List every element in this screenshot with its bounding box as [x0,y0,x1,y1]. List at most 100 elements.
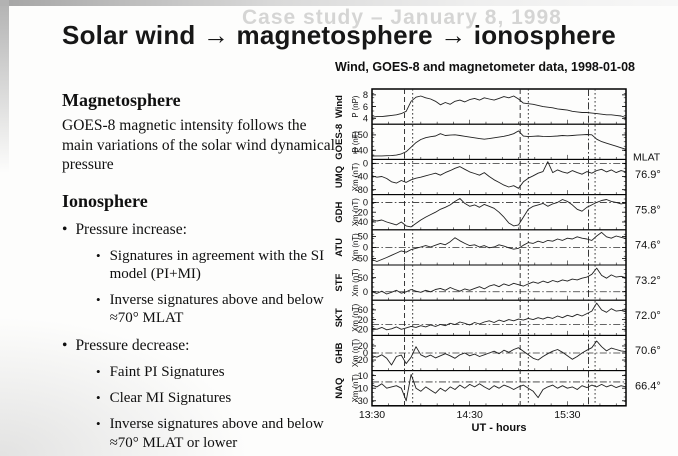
magnetosphere-body: GOES-8 magnetic intensity follows the ma… [62,117,335,174]
y-tick-label: 0 [363,348,368,358]
x-tick-label: 14:30 [457,409,483,421]
y-tick-label: -20 [355,325,368,335]
scan-artifact-left [0,0,9,174]
x-tick-label: 13:30 [359,409,385,421]
unit-label: B (nT) [351,131,360,153]
y-tick-label: 4 [363,114,368,124]
y-tick-label: 10 [358,371,368,381]
unit-label: Xm (nT) [351,198,360,227]
y-tick-label: -80 [355,185,368,195]
y-tick-label: 6 [363,102,368,112]
station-label: UMQ [334,166,345,188]
slide-title: Solar wind → magnetosphere → ionosphere [62,20,616,50]
bullet-label: Pressure decrease: [75,336,190,354]
trace-SKT [371,302,627,331]
unit-label: Xm (nT) [351,374,360,403]
trace-GOES-8 [371,130,627,157]
station-label: GOES-8 [334,124,345,160]
y-tick-label: 0 [363,159,368,169]
left-text-panel: Magnetosphere GOES-8 magnetic intensity … [62,90,338,452]
unit-label: Xm (nT) [351,163,360,192]
panel-STF: 50 0 STF Xm (nT) 73.2° [334,264,661,301]
sub-bullet-label: Inverse signatures above and below ≈70° … [109,416,324,451]
sub-bullet-label: Clear MI Signatures [109,390,232,407]
y-tick-label: -40 [355,217,368,227]
mlat-value: 70.6° [635,345,661,357]
y-tick-label: 50 [358,273,368,283]
y-tick-label: 20 [358,315,368,325]
y-tick-label: 0 [363,198,368,208]
unit-label: P (nP) [351,95,360,117]
sub-bullet: Signatures in agreement with the SI mode… [96,247,338,284]
unit-label: Xm (nT) [351,339,360,368]
station-label: GDH [334,202,345,223]
magnetosphere-heading: Magnetosphere [62,90,181,110]
mlat-value: 72.0° [635,310,661,322]
station-label: SKT [334,308,345,327]
y-tick-label: 8 [363,90,368,100]
y-tick-label: 150 [352,130,368,140]
y-tick-label: -20 [355,207,368,217]
trace-GDH [371,198,627,228]
y-tick-label: 20 [358,341,368,351]
y-tick-label: 0 [363,287,368,297]
panel-GDH: 0-20-40 GDH Xm (nT) 75.8° [334,194,661,231]
trace-Wind [371,95,627,119]
y-tick-label: 60 [358,305,368,315]
sub-bullet: Inverse signatures above and below ≈70° … [96,291,338,328]
sub-bullet-label: Inverse signatures above and below ≈70° … [109,292,324,327]
unit-label: Xm (nT) [351,303,360,332]
panel-NAQ: 10 -10 -30 NAQ Xm (nT) 66.4° [334,370,661,407]
y-tick-label: 140 [352,145,368,155]
sub-bullet-label: Faint PI Signatures [109,363,225,380]
x-axis-label: UT - hours [472,422,527,434]
panel-GOES-8: 140 150 GOES-8 B (nT) [334,123,627,160]
plot-frame [371,88,627,407]
station-label: ATU [334,238,345,257]
mlat-value: 74.6° [635,240,661,252]
bullet-pressure-increase: Pressure increase: [62,221,338,239]
y-tick-label: -20 [355,355,368,365]
trace-STF [371,267,627,295]
chart-panel: Wind, GOES-8 and magnetometer data, 1998… [330,60,676,440]
bullet-pressure-decrease: Pressure decrease: [62,337,338,355]
ghost-overlay-title: Case study – January 8, 1998 [242,6,562,29]
y-tick-label: -10 [355,383,368,393]
ionosphere-heading: Ionosphere [62,190,148,211]
y-tick-label: -40 [355,172,368,182]
y-tick-label: -50 [355,254,368,264]
panel-ATU: 500-50 ATU Xm (nT) 74.6° [334,229,661,266]
station-label: Wind [334,95,345,118]
station-label: NAQ [334,378,345,399]
unit-label: Xm (nT) [351,233,360,262]
sub-bullet: Faint PI Signatures [96,363,338,381]
mlat-value: 76.9° [635,169,661,181]
x-tick-label: 15:30 [554,409,580,421]
y-tick-label: 0 [363,243,368,253]
sub-bullet-label: Signatures in agreement with the SI mode… [109,247,325,282]
y-tick-label: 50 [358,232,368,242]
trace-GHB [371,340,627,366]
station-label: STF [334,273,345,291]
station-label: GHB [334,342,345,363]
mlat-header: MLAT [633,151,661,163]
mlat-value: 66.4° [635,380,661,392]
panel-UMQ: 0 -40 -80 UMQ Xm (nT) 76.9° [334,159,661,196]
panel-Wind: 4 6 8 Wind P (nP) [334,88,627,125]
mlat-value: 73.2° [635,275,661,287]
sub-bullet: Inverse signatures above and below ≈70° … [96,415,338,452]
bullet-label: Pressure increase: [75,220,187,238]
trace-UMQ [371,161,627,189]
trace-ATU [371,231,627,262]
trace-NAQ [371,373,627,402]
panel-GHB: 200-20 GHB Xm (nT) 70.6° [334,334,661,372]
y-tick-label: -30 [355,396,368,406]
mlat-value: 75.8° [635,204,661,216]
scan-artifact-top [0,0,678,6]
unit-label: Xm (nT) [351,268,360,297]
sub-bullet: Clear MI Signatures [96,389,338,407]
chart-title: Wind, GOES-8 and magnetometer data, 1998… [335,60,635,74]
